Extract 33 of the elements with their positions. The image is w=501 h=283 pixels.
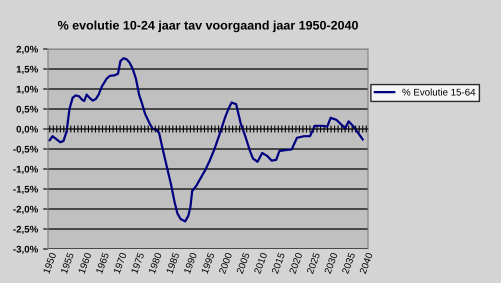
x-tick-label: 1955 — [60, 252, 74, 274]
y-tick-label: 1,5% — [16, 66, 38, 74]
x-tick-label: 1960 — [78, 252, 92, 274]
y-tick-label: -1,0% — [13, 166, 38, 174]
x-tick-label: 2035 — [342, 252, 356, 274]
x-tick-label: 2030 — [324, 252, 338, 274]
y-tick-label: 0,5% — [16, 106, 38, 114]
x-tick-label: 1985 — [166, 252, 180, 274]
chart-title: % evolutie 10-24 jaar tav voorgaand jaar 1950-2040 — [58, 20, 358, 32]
y-tick-label: -2,0% — [13, 206, 38, 214]
y-tick-label: -1,5% — [13, 186, 38, 194]
x-tick-label: 2025 — [306, 252, 320, 274]
y-tick-label: 1,0% — [16, 86, 38, 94]
x-tick-label: 2000 — [218, 252, 232, 274]
x-tick-label: 1990 — [184, 252, 197, 274]
x-tick-label: 2020 — [288, 252, 302, 274]
y-tick-label: 2,0% — [16, 46, 38, 54]
legend-label: % Evolutie 15-64 — [402, 88, 476, 96]
y-tick-label: -2,5% — [13, 226, 38, 234]
x-tick-label: 1995 — [201, 252, 215, 274]
x-tick-label: 2005 — [236, 252, 250, 274]
x-tick-label: 2040 — [359, 252, 373, 274]
x-tick-label: 1965 — [96, 252, 110, 274]
y-tick-label: 0,0% — [16, 126, 38, 134]
line-series — [48, 57, 364, 223]
y-tick-label: -0,5% — [13, 146, 38, 154]
x-tick-label: 1980 — [148, 252, 162, 274]
x-tick-label: 1975 — [130, 252, 144, 274]
x-tick-label: 2015 — [271, 252, 285, 274]
x-tick-label: 1950 — [42, 252, 56, 274]
y-tick-label: -3,0% — [13, 246, 38, 254]
x-tick-label: 2010 — [254, 252, 268, 274]
x-tick-label: 1970 — [113, 252, 127, 274]
